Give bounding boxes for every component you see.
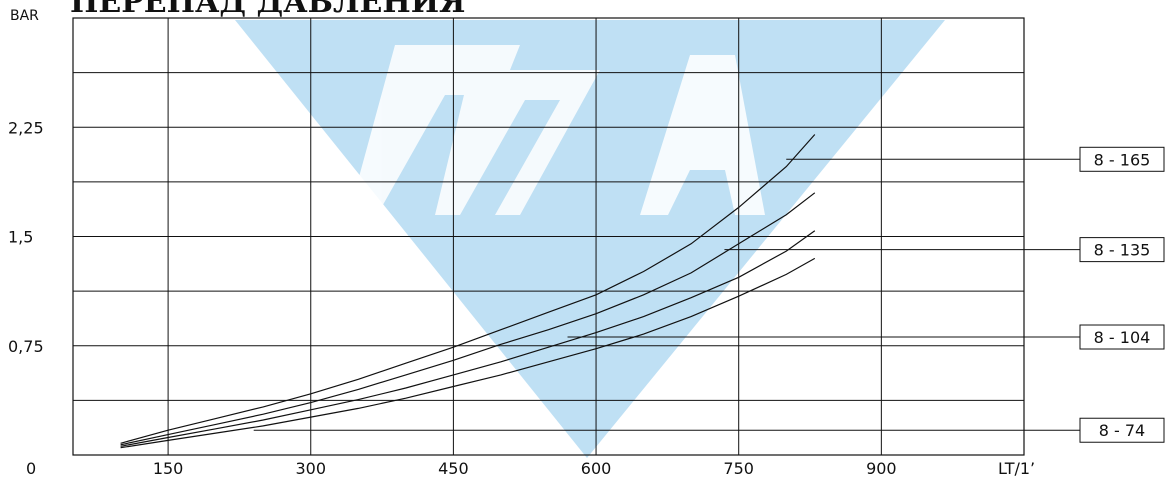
x-axis-label: LT/1’ <box>998 459 1035 478</box>
x-ticks: 150 300 450 600 750 900 <box>153 459 897 478</box>
y-ticks: 0,75 1,5 2,25 <box>8 118 44 356</box>
callout-box <box>1079 324 1165 350</box>
y-tick-label: 2,25 <box>8 118 44 137</box>
series-callouts: 8 - 165 8 - 135 8 - 104 8 - 74 <box>253 146 1165 443</box>
series-line-8-104 <box>120 230 816 447</box>
y-tick-label: 1,5 <box>8 228 33 247</box>
x-tick-label: 150 <box>153 459 184 478</box>
watermark-letter-p <box>435 70 600 215</box>
series-line-8-165 <box>120 134 816 444</box>
series-line-8-74 <box>120 257 816 449</box>
y-tick-label: 0,75 <box>8 337 44 356</box>
plot-frame <box>72 17 1025 456</box>
watermark-letter-a <box>640 55 765 215</box>
series-lines <box>120 134 816 449</box>
callout-box <box>1079 146 1165 172</box>
callout-box <box>1079 417 1165 443</box>
x-tick-label: 600 <box>581 459 612 478</box>
legend-label: 8 - 165 <box>1094 150 1151 169</box>
series-line-8-135 <box>120 192 816 446</box>
x-tick-label: 900 <box>866 459 897 478</box>
legend-label: 8 - 104 <box>1094 328 1151 347</box>
y-axis-label: BAR <box>10 8 39 24</box>
callout-box <box>1079 237 1165 263</box>
x-tick-label: 450 <box>438 459 469 478</box>
x-tick-label: 750 <box>723 459 754 478</box>
grid <box>73 18 1024 455</box>
legend-label: 8 - 135 <box>1094 241 1151 260</box>
watermark-logo <box>235 20 945 458</box>
x-tick-label: 300 <box>295 459 326 478</box>
legend-label: 8 - 74 <box>1099 421 1145 440</box>
chart-title: ПЕРЕПАД ДАВЛЕНИЯ <box>70 0 466 20</box>
origin-label: 0 <box>26 459 36 478</box>
